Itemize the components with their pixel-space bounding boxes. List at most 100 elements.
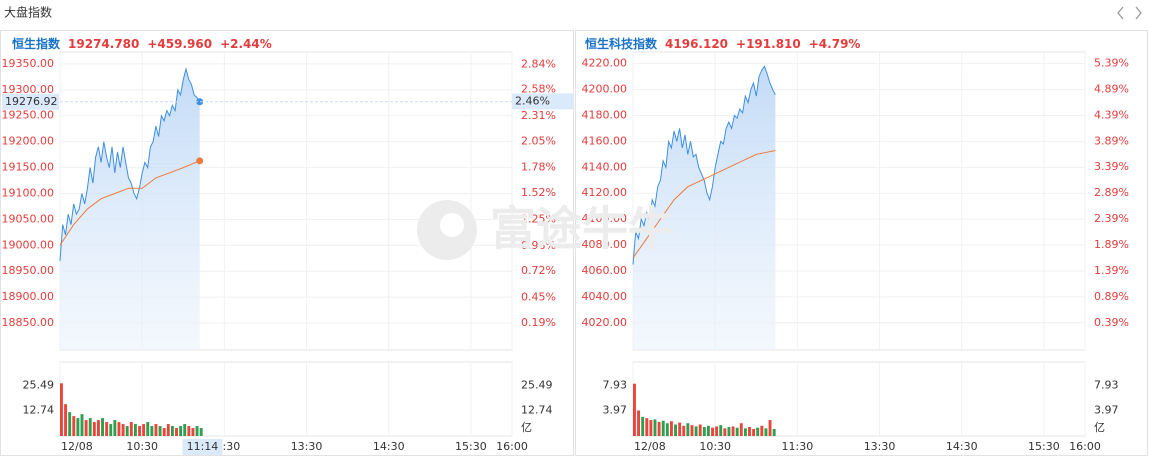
price-line — [632, 65, 776, 265]
volume-bar — [649, 420, 653, 436]
volume-bar — [678, 422, 682, 436]
x-tick-label: 15:30 — [1028, 440, 1060, 453]
volume-bar — [739, 423, 743, 436]
prev-arrow[interactable] — [1117, 6, 1124, 20]
y2-tick-label: 0.19% — [521, 316, 556, 329]
y2-tick-label: 2.89% — [1094, 186, 1129, 199]
volume-bar — [756, 427, 760, 436]
index-change: +459.960 — [147, 37, 212, 51]
volume-bar — [117, 422, 121, 436]
volume-bar — [702, 427, 706, 436]
volume-tick-label: 25.49 — [23, 378, 55, 391]
volume-bar — [150, 426, 154, 436]
volume-bar — [129, 422, 133, 436]
volume-bar — [645, 418, 649, 436]
y-tick-label: 18900.00 — [2, 290, 55, 303]
volume-bar — [80, 414, 84, 436]
x-tick-label: 12/08 — [634, 440, 666, 453]
y-tick-label: 19300.00 — [2, 83, 55, 96]
y2-tick-label: 1.52% — [521, 186, 556, 199]
watermark-text: 富途牛牛 — [490, 202, 674, 256]
index-change: +191.810 — [736, 37, 801, 51]
volume-bar — [179, 426, 183, 436]
y-tick-label: 19150.00 — [2, 161, 55, 174]
y2-tick-label: 3.39% — [1094, 160, 1129, 173]
volume-bar — [637, 410, 641, 436]
volume-bar — [64, 404, 68, 436]
volume-tick-label: 3.97 — [603, 404, 628, 417]
y-tick-label: 4180.00 — [582, 108, 628, 121]
y2-tick-label: 3.89% — [1094, 134, 1129, 147]
y2-tick-label: 4.89% — [1094, 82, 1129, 95]
volume-bar — [731, 426, 735, 436]
y2-tick-label: 5.39% — [1094, 56, 1129, 69]
volume-bar — [154, 424, 158, 436]
average-line — [632, 150, 776, 259]
volume-bar — [109, 424, 113, 436]
volume-bar — [653, 419, 657, 436]
volume-tick-label: 12.74 — [23, 404, 55, 417]
volume-bar — [199, 428, 203, 436]
volume-bar — [175, 428, 178, 436]
y2-tick-label: 2.39% — [1094, 212, 1129, 225]
crosshair-y-label: 19276.92 — [5, 95, 58, 108]
volume-bar — [92, 422, 96, 436]
x-tick-label: 13:30 — [864, 440, 896, 453]
volume-bar — [760, 425, 764, 436]
y2-tick-label: 1.89% — [1094, 238, 1129, 251]
y-tick-label: 4220.00 — [582, 57, 628, 70]
price-area — [633, 66, 776, 351]
y-tick-label: 4080.00 — [582, 238, 628, 251]
volume-tick-label: 7.93 — [603, 378, 628, 391]
volume-bar — [633, 383, 636, 436]
volume-bar — [187, 426, 191, 436]
volume-bar — [191, 428, 195, 436]
watermark: 富途牛牛 — [417, 200, 674, 260]
volume-bar — [682, 425, 686, 436]
volume-bar — [101, 418, 104, 436]
volume-tick-label: 7.93 — [1094, 378, 1119, 391]
volume-bar — [641, 416, 645, 436]
crosshair-y2-label: 2.46% — [515, 94, 550, 107]
volume-bar — [764, 428, 768, 436]
volume-bar — [698, 424, 702, 436]
average-line — [59, 160, 200, 246]
volume-bar — [669, 421, 673, 436]
volume-bar — [195, 426, 199, 436]
volume-tick-label: 3.97 — [1094, 404, 1119, 417]
volume-bar — [183, 424, 187, 436]
y2-tick-label: 2.31% — [521, 109, 556, 122]
volume-bar — [138, 426, 141, 436]
volume-bar — [661, 420, 665, 436]
index-change-pct: +2.44% — [220, 37, 272, 51]
volume-bar — [752, 428, 756, 436]
volume-bar — [125, 426, 129, 436]
y-tick-label: 18850.00 — [2, 316, 55, 329]
price-line — [59, 67, 201, 261]
last-point-marker — [196, 98, 204, 106]
y-tick-label: 19350.00 — [2, 57, 55, 70]
x-tick-label: 15:30 — [455, 440, 487, 453]
volume-bar — [133, 424, 137, 436]
y2-tick-label: 2.84% — [521, 57, 556, 70]
volume-bar — [719, 425, 723, 436]
y-tick-label: 4100.00 — [582, 212, 628, 225]
next-arrow[interactable] — [1135, 6, 1142, 20]
volume-bar — [674, 424, 677, 436]
volume-tick-label: 12.74 — [521, 404, 553, 417]
volume-bar — [657, 421, 661, 436]
volume-bar — [743, 428, 747, 436]
y-tick-label: 19050.00 — [2, 212, 55, 225]
y-tick-label: 4200.00 — [582, 83, 628, 96]
y2-tick-label: 0.98% — [521, 239, 556, 252]
volume-bar — [88, 418, 92, 436]
x-tick-label: 11:30 — [782, 440, 814, 453]
last-point-marker — [196, 157, 204, 165]
y2-tick-label: 2.58% — [521, 83, 556, 96]
y2-tick-label: 0.72% — [521, 264, 556, 277]
x-tick-label: 14:30 — [373, 440, 405, 453]
y-tick-label: 18950.00 — [2, 264, 55, 277]
y-tick-label: 4160.00 — [582, 134, 628, 147]
crosshair-x-label: 11:14 — [187, 440, 219, 453]
